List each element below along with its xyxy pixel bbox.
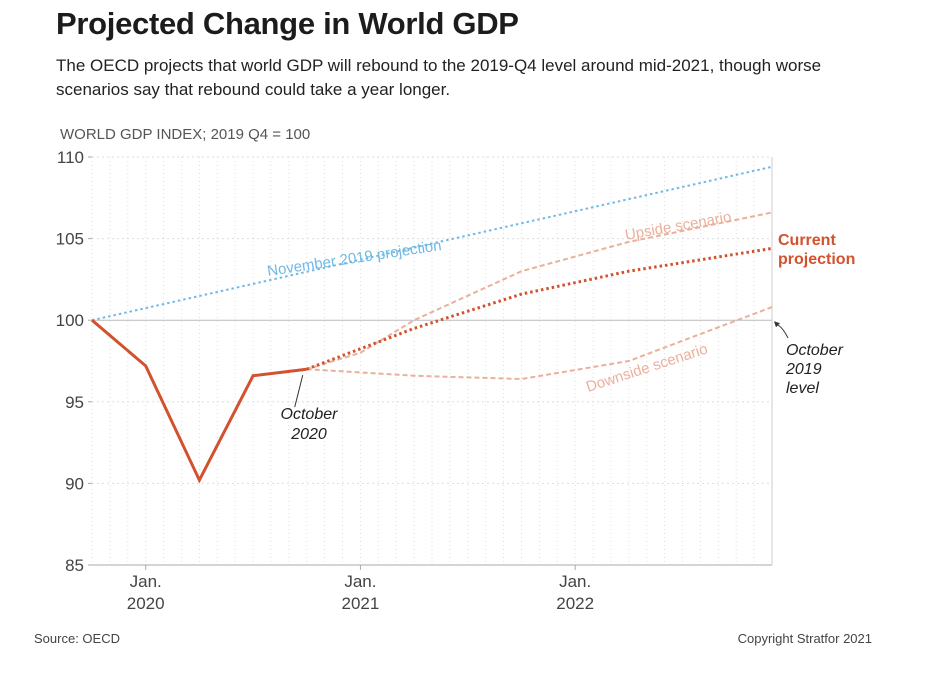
x-tick-label-month: Jan. [130, 572, 162, 591]
chart-subtitle: The OECD projects that world GDP will re… [56, 56, 822, 99]
axes: 85 90 95 100 105 110 Jan. 2020 Jan. 2021 Jan. 2022 [56, 148, 773, 613]
y-axis-label: WORLD GDP INDEX; 2019 Q4 = 100 [60, 126, 310, 143]
november-projection-label: November 2019 projection [266, 237, 443, 280]
copyright-note: Copyright Stratfor 2021 [737, 631, 872, 646]
y-tick-label: 90 [65, 474, 84, 493]
annotation-october-2019-level: October [786, 342, 844, 359]
annotation-october-2020: 2020 [290, 426, 327, 443]
current-projection-line [306, 246, 773, 371]
downside-scenario-label: Downside scenario [584, 340, 710, 395]
november-2019-projection-line [91, 165, 773, 322]
annotations: October 2020 October 2019 level [281, 321, 844, 443]
y-tick-label: 110 [57, 148, 84, 167]
source-note: Source: OECD [34, 631, 120, 646]
y-tick-label: 95 [65, 393, 84, 412]
x-tick-label-year: 2022 [556, 594, 594, 613]
series-lines [91, 165, 773, 484]
current-projection-label: Current projection [778, 232, 855, 268]
upside-scenario-line [306, 211, 773, 371]
actual-gdp-line [91, 319, 307, 484]
grid-lines [91, 156, 773, 565]
annotation-october-2020: October [281, 406, 339, 423]
annotation-leader-line [294, 375, 304, 408]
chart-title: Projected Change in World GDP [56, 6, 519, 41]
annotation-arrowhead [774, 321, 780, 328]
y-tick-label: 100 [56, 311, 84, 330]
y-tick-label: 85 [65, 556, 84, 575]
x-tick-label-month: Jan. [344, 572, 376, 591]
y-tick-label: 105 [56, 230, 84, 249]
x-tick-label-year: 2020 [127, 594, 165, 613]
x-tick-label-month: Jan. [559, 572, 591, 591]
series-labels: November 2019 projection Upside scenario… [266, 209, 855, 396]
annotation-october-2019-level: level [786, 380, 819, 397]
annotation-october-2019-level: 2019 [785, 361, 822, 378]
annotation-leader-line [775, 323, 789, 339]
x-tick-label-year: 2021 [342, 594, 380, 613]
